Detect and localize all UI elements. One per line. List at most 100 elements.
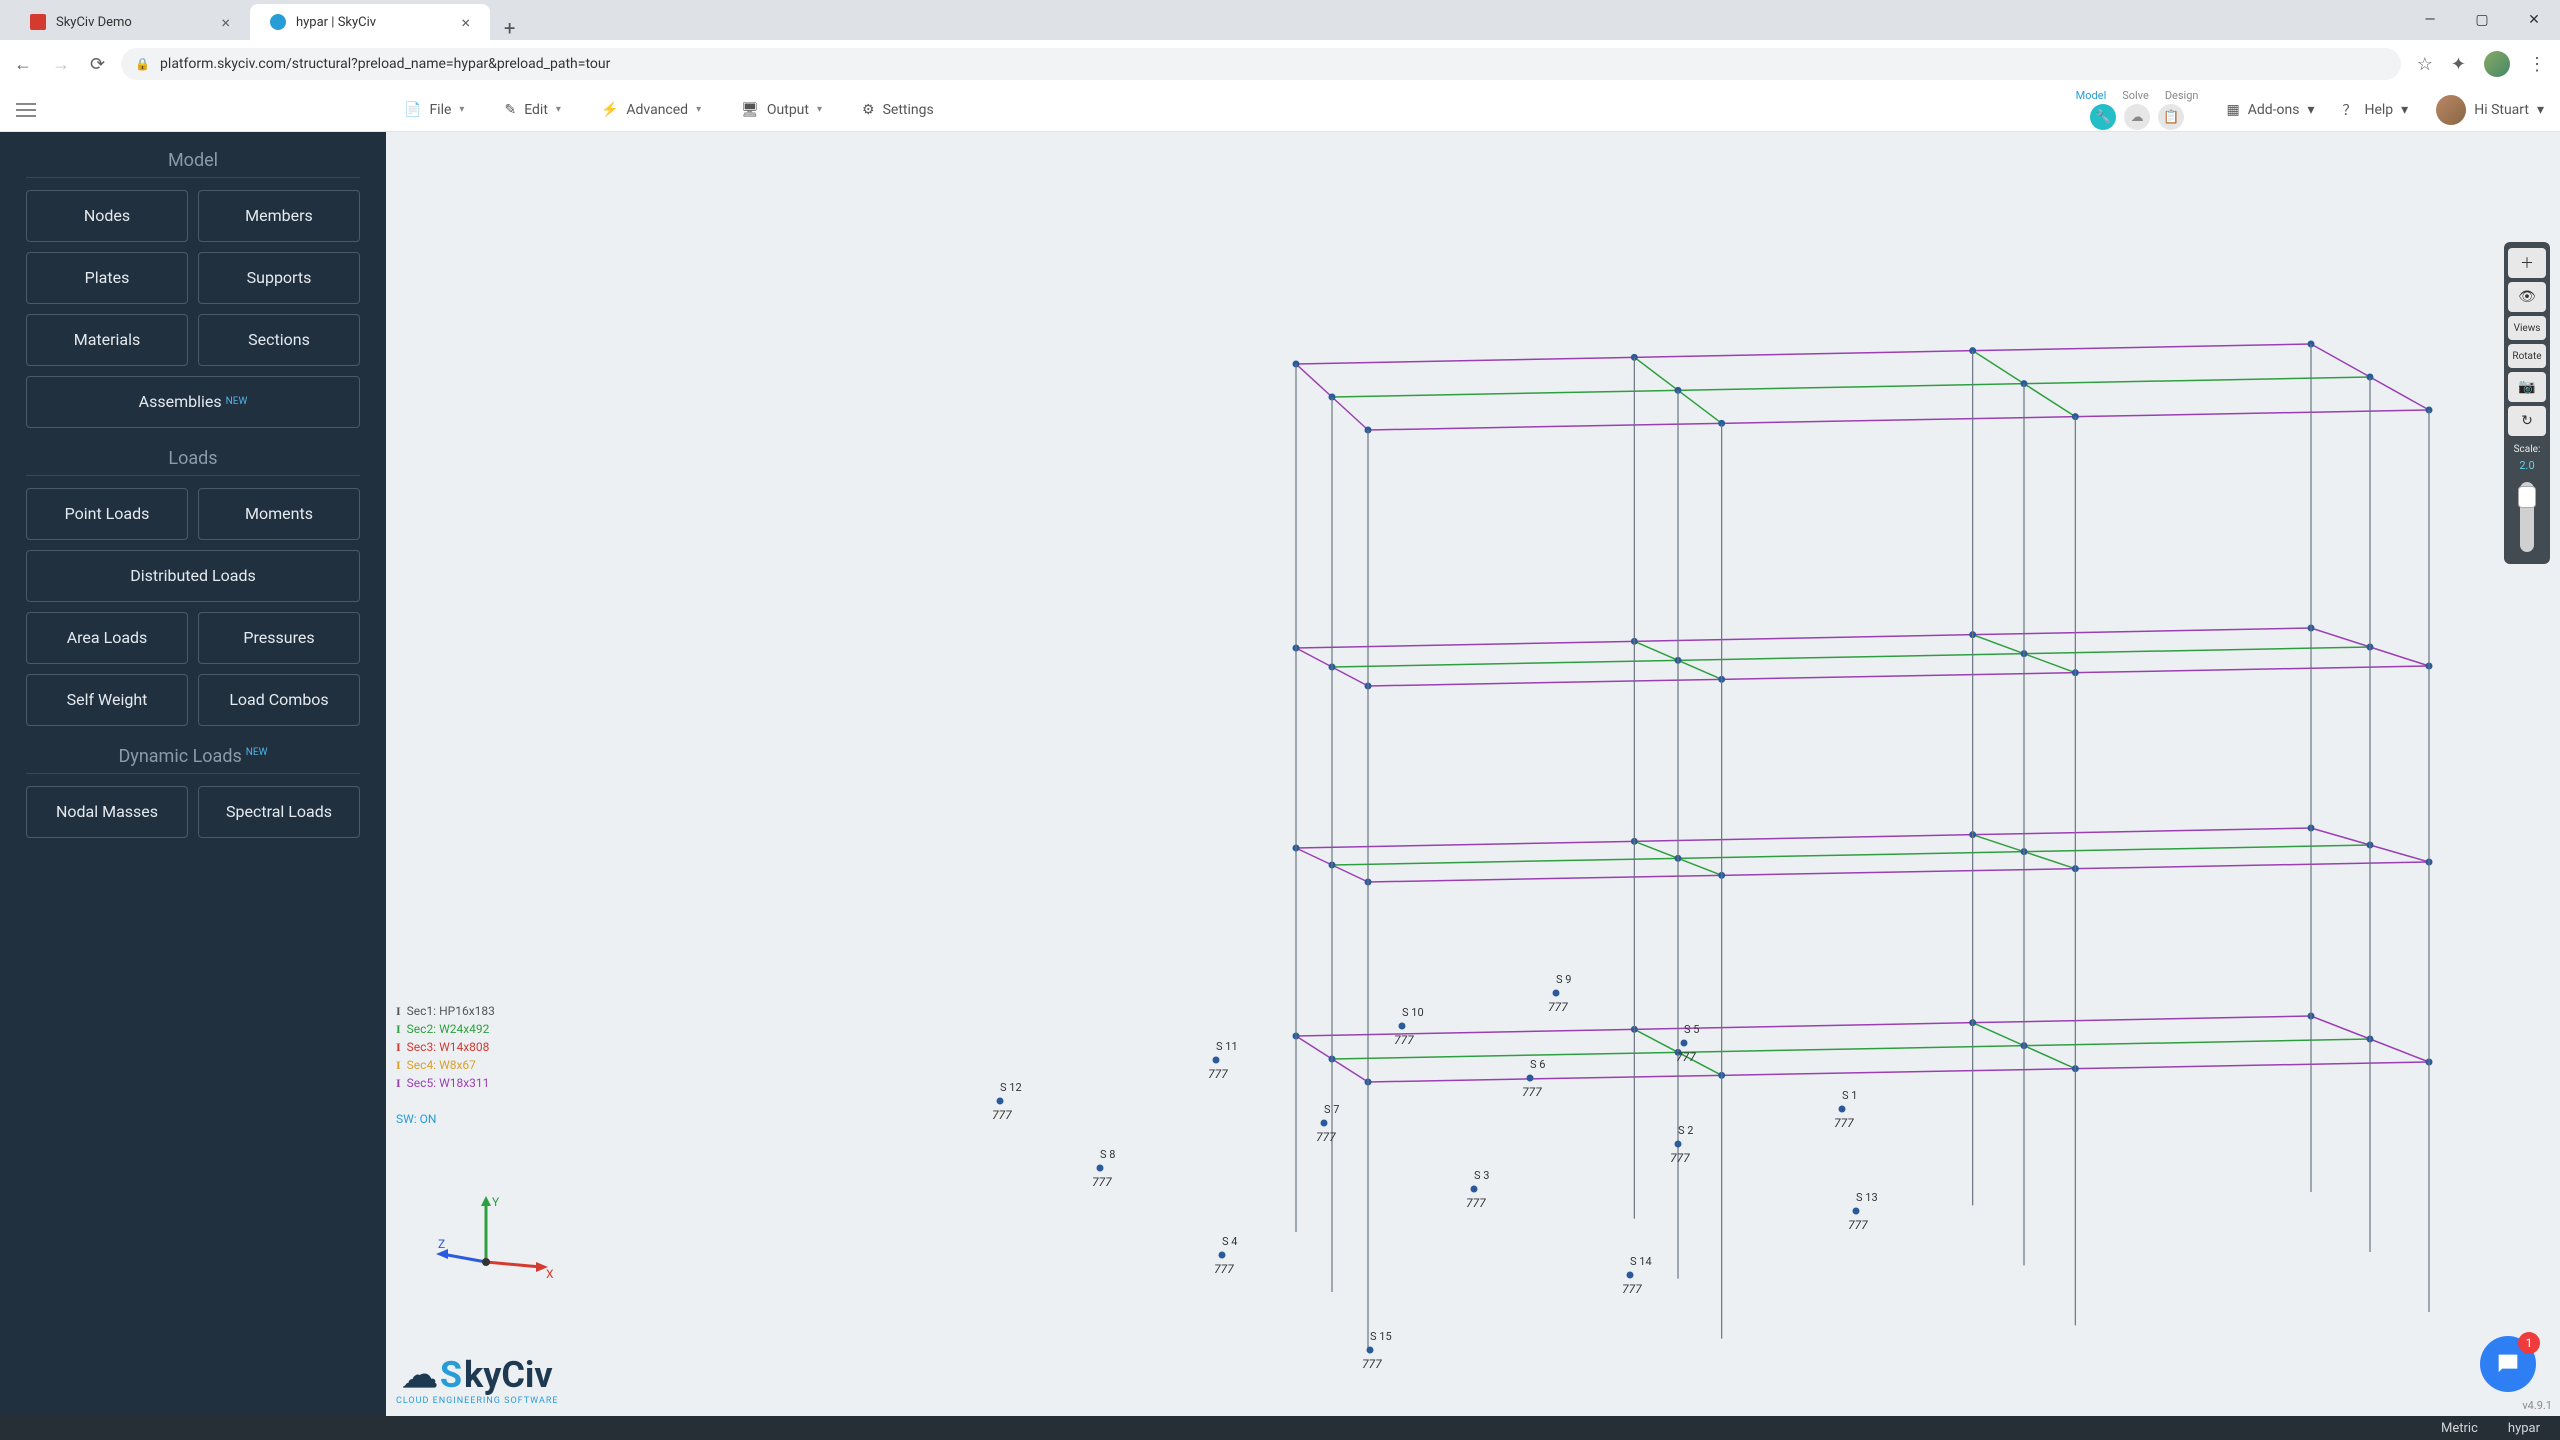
app-toolbar: 📄File▾ ✎Edit▾ ⚡Advanced▾ 🖥Output▾ ⚙Setti…	[0, 88, 2560, 132]
tab-hypar[interactable]: hypar | SkyCiv ×	[250, 4, 490, 40]
scale-value: 2.0	[2519, 459, 2534, 472]
distributed-loads-button[interactable]: Distributed Loads	[26, 550, 360, 602]
nodal-masses-button[interactable]: Nodal Masses	[26, 786, 188, 838]
user-menu[interactable]: Hi Stuart▾	[2436, 95, 2544, 125]
star-icon[interactable]: ☆	[2417, 54, 2433, 75]
axes-indicator: Y X Z	[436, 1192, 556, 1296]
mode-design-label: Design	[2165, 89, 2199, 102]
tab-skyciv-demo[interactable]: SkyCiv Demo ×	[10, 4, 250, 40]
scale-slider[interactable]	[2520, 482, 2534, 552]
window-controls: — ▢ ✕	[2404, 0, 2560, 40]
lightning-icon: ⚡	[601, 102, 618, 118]
svg-text:S 2: S 2	[1678, 1124, 1693, 1137]
menu-output[interactable]: 🖥Output▾	[741, 102, 822, 118]
area-loads-button[interactable]: Area Loads	[26, 612, 188, 664]
menu-settings[interactable]: ⚙Settings	[862, 102, 934, 118]
spectral-loads-button[interactable]: Spectral Loads	[198, 786, 360, 838]
project-label[interactable]: hypar	[2508, 1421, 2540, 1436]
user-avatar	[2436, 95, 2466, 125]
maximize-button[interactable]: ▢	[2456, 0, 2508, 40]
svg-text:S 3: S 3	[1474, 1169, 1489, 1182]
members-button[interactable]: Members	[198, 190, 360, 242]
help-menu[interactable]: ？Help▾	[2342, 100, 2408, 120]
menu-output-label: Output	[767, 102, 809, 118]
point-loads-button[interactable]: Point Loads	[26, 488, 188, 540]
camera-button[interactable]: 📷	[2508, 372, 2546, 402]
sidebar-loads-title: Loads	[26, 448, 360, 476]
file-icon: 📄	[404, 102, 421, 118]
mode-solve-button[interactable]: ☁	[2124, 104, 2150, 130]
svg-text:777: 777	[1092, 1175, 1112, 1189]
menu-file[interactable]: 📄File▾	[404, 102, 464, 118]
sections-button[interactable]: Sections	[198, 314, 360, 366]
monitor-icon: 🖥	[741, 102, 759, 118]
menu-advanced-label: Advanced	[626, 102, 688, 118]
self-weight-button[interactable]: Self Weight	[26, 674, 188, 726]
close-tab-icon[interactable]: ×	[461, 13, 470, 32]
close-tab-icon[interactable]: ×	[221, 13, 230, 32]
mode-solve-label: Solve	[2122, 89, 2149, 102]
addons-menu[interactable]: ▦Add-ons▾	[2226, 102, 2314, 118]
tab-title: SkyCiv Demo	[56, 15, 132, 30]
self-weight-status: SW: ON	[396, 1112, 436, 1126]
menu-edit-label: Edit	[524, 102, 548, 118]
url-bar: ← → ⟳ 🔒 platform.skyciv.com/structural?p…	[0, 40, 2560, 88]
svg-text:777: 777	[992, 1108, 1012, 1122]
back-button[interactable]: ←	[14, 54, 32, 75]
pressures-button[interactable]: Pressures	[198, 612, 360, 664]
mode-design-button[interactable]: 📋	[2158, 104, 2184, 130]
svg-text:777: 777	[1214, 1262, 1234, 1276]
svg-text:S 6: S 6	[1530, 1058, 1545, 1071]
svg-text:S 12: S 12	[1000, 1081, 1022, 1094]
close-window-button[interactable]: ✕	[2508, 0, 2560, 40]
assemblies-button[interactable]: AssembliesNEW	[26, 376, 360, 428]
minimize-button[interactable]: —	[2404, 0, 2456, 40]
assemblies-label: Assemblies	[139, 392, 222, 411]
new-tab-button[interactable]: +	[490, 16, 529, 40]
favicon-icon	[270, 14, 286, 30]
plates-button[interactable]: Plates	[26, 252, 188, 304]
menu-advanced[interactable]: ⚡Advanced▾	[601, 102, 701, 118]
profile-avatar[interactable]	[2484, 51, 2510, 77]
reload-button[interactable]: ⟳	[90, 54, 105, 75]
svg-text:777: 777	[1676, 1050, 1696, 1064]
sidebar-dynamic-title: Dynamic LoadsNEW	[26, 746, 360, 774]
svg-text:S 14: S 14	[1630, 1255, 1652, 1268]
svg-text:S 13: S 13	[1856, 1191, 1878, 1204]
svg-text:777: 777	[1848, 1218, 1868, 1232]
url-field[interactable]: 🔒 platform.skyciv.com/structural?preload…	[121, 48, 2401, 80]
svg-text:S 7: S 7	[1324, 1103, 1339, 1116]
visibility-button[interactable]: 👁	[2508, 282, 2546, 312]
extensions-icon[interactable]: ✦	[2451, 54, 2466, 75]
url-text: platform.skyciv.com/structural?preload_n…	[160, 56, 610, 72]
svg-text:777: 777	[1670, 1151, 1690, 1165]
svg-text:S 1: S 1	[1842, 1089, 1857, 1102]
help-label: Help	[2364, 102, 2393, 118]
tab-strip: SkyCiv Demo × hypar | SkyCiv × +	[0, 0, 2560, 40]
load-combos-button[interactable]: Load Combos	[198, 674, 360, 726]
materials-button[interactable]: Materials	[26, 314, 188, 366]
svg-text:777: 777	[1834, 1116, 1854, 1130]
svg-text:S 8: S 8	[1100, 1148, 1115, 1161]
forward-button[interactable]: →	[52, 54, 70, 75]
chrome-menu-icon[interactable]: ⋮	[2528, 54, 2546, 75]
svg-text:S 4: S 4	[1222, 1235, 1237, 1248]
svg-text:S 11: S 11	[1216, 1040, 1238, 1053]
svg-text:777: 777	[1208, 1067, 1228, 1081]
moments-button[interactable]: Moments	[198, 488, 360, 540]
menu-edit[interactable]: ✎Edit▾	[504, 102, 560, 118]
model-canvas[interactable]: S 1777S 2777S 3777S 4777S 5777S 6777S 77…	[386, 132, 2560, 1416]
mode-model-button[interactable]: 🔧	[2090, 104, 2116, 130]
hamburger-menu[interactable]	[16, 96, 44, 124]
rotate-button[interactable]: Rotate	[2508, 344, 2546, 368]
nodes-button[interactable]: Nodes	[26, 190, 188, 242]
views-button[interactable]: Views	[2508, 316, 2546, 340]
supports-button[interactable]: Supports	[198, 252, 360, 304]
chat-button[interactable]: 1	[2480, 1336, 2536, 1392]
units-label[interactable]: Metric	[2441, 1421, 2478, 1436]
zoom-button[interactable]: ＋	[2508, 248, 2546, 278]
pencil-icon: ✎	[504, 102, 516, 118]
sidebar-model-title: Model	[26, 150, 360, 178]
refresh-button[interactable]: ↻	[2508, 406, 2546, 436]
favicon-icon	[30, 14, 46, 30]
